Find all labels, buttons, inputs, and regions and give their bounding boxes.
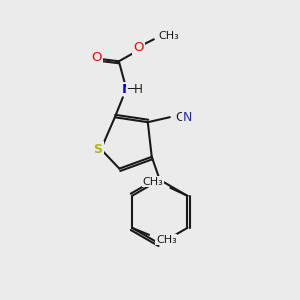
Text: S: S [94,143,103,156]
Text: O: O [134,41,144,54]
Text: CH₃: CH₃ [159,31,180,41]
Text: ─H: ─H [127,83,143,96]
Text: O: O [92,51,102,64]
Text: N: N [121,83,132,96]
Text: C: C [176,111,184,124]
Text: CH₃: CH₃ [156,235,177,245]
Text: N: N [183,111,193,124]
Text: CH₃: CH₃ [143,177,164,187]
